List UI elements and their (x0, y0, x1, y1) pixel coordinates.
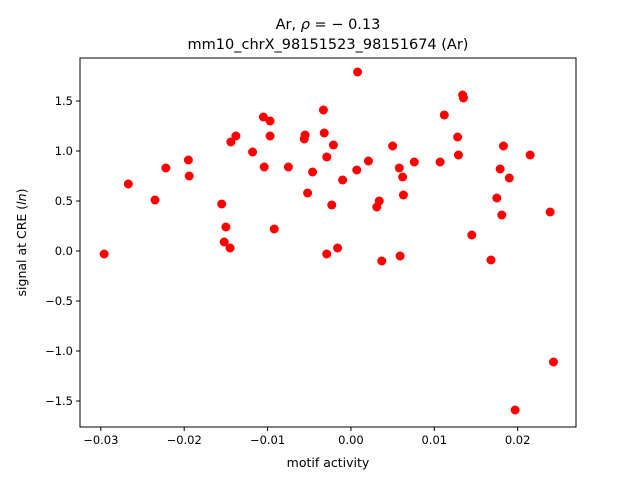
data-point-2 (150, 195, 160, 205)
data-point-20 (300, 130, 310, 140)
data-point-4 (183, 155, 193, 165)
data-point-46 (453, 150, 463, 160)
data-point-21 (303, 188, 313, 198)
x-tick-label: 0.02 (505, 433, 531, 447)
data-point-1 (123, 179, 133, 189)
x-tick-label: 0.00 (338, 433, 364, 447)
data-point-32 (352, 165, 362, 175)
y-axis-label: signal at CRE (ln) (14, 189, 29, 297)
data-point-24 (319, 128, 329, 138)
x-axis-ticks: −0.03 −0.02 −0.01 0.00 0.01 0.02 (83, 427, 530, 447)
data-point-31 (353, 67, 363, 77)
x-tick-label: −0.03 (83, 433, 118, 447)
x-tick-label: −0.02 (167, 433, 202, 447)
data-point-33 (363, 156, 373, 166)
data-point-39 (395, 251, 405, 261)
y-tick-label: 1.0 (55, 144, 73, 158)
y-tick-label: −0.5 (45, 294, 73, 308)
data-point-27 (327, 200, 337, 210)
data-point-30 (338, 175, 348, 185)
data-point-51 (492, 193, 502, 203)
data-point-35 (374, 196, 384, 206)
data-point-42 (409, 157, 419, 167)
data-point-48 (458, 93, 468, 103)
data-point-28 (328, 140, 338, 150)
x-tick-label: 0.01 (421, 433, 447, 447)
data-point-54 (498, 141, 508, 151)
data-point-52 (495, 164, 505, 174)
data-point-6 (217, 199, 227, 209)
data-point-45 (453, 132, 463, 142)
data-point-17 (269, 224, 279, 234)
data-point-57 (525, 150, 535, 160)
data-point-26 (322, 249, 332, 259)
plot-area-frame (79, 57, 577, 428)
data-point-12 (248, 147, 258, 157)
data-point-36 (377, 256, 387, 266)
data-point-0 (99, 249, 109, 259)
data-point-38 (394, 163, 404, 173)
data-point-3 (161, 163, 171, 173)
data-point-13 (258, 112, 268, 122)
x-axis-label: motif activity (287, 455, 370, 470)
x-tick-label: −0.01 (250, 433, 285, 447)
data-point-14 (259, 162, 269, 172)
data-point-5 (184, 171, 194, 181)
data-point-58 (545, 207, 555, 217)
data-point-7 (221, 222, 231, 232)
data-point-15 (265, 116, 275, 126)
data-point-8 (219, 237, 229, 247)
data-point-11 (231, 131, 241, 141)
data-point-16 (265, 131, 275, 141)
data-point-41 (398, 190, 408, 200)
data-point-29 (333, 243, 343, 253)
chart-title-line1: Ar, ρ = − 0.13 (276, 17, 381, 33)
y-tick-label: −1.0 (45, 344, 73, 358)
data-point-40 (398, 172, 408, 182)
y-tick-label: −1.5 (45, 394, 73, 408)
y-tick-label: 1.5 (55, 94, 73, 108)
data-point-22 (308, 167, 318, 177)
data-point-49 (467, 230, 477, 240)
data-points (99, 67, 558, 415)
data-point-25 (322, 152, 332, 162)
data-point-43 (435, 157, 445, 167)
data-point-9 (225, 243, 235, 253)
data-point-18 (283, 162, 293, 172)
data-point-59 (548, 357, 558, 367)
data-point-44 (439, 110, 449, 120)
data-point-50 (486, 255, 496, 265)
data-point-53 (497, 210, 507, 220)
y-tick-label: 0.5 (55, 194, 73, 208)
data-point-55 (504, 173, 514, 183)
y-tick-label: 0.0 (55, 244, 73, 258)
y-axis-ticks: −1.5 −1.0 −0.5 0.0 0.5 1.0 1.5 (45, 94, 80, 408)
chart-title-line2: mm10_chrX_98151523_98151674 (Ar) (188, 37, 469, 53)
data-point-10 (226, 137, 236, 147)
data-point-23 (318, 105, 328, 115)
data-point-56 (510, 405, 520, 415)
data-point-37 (388, 141, 398, 151)
